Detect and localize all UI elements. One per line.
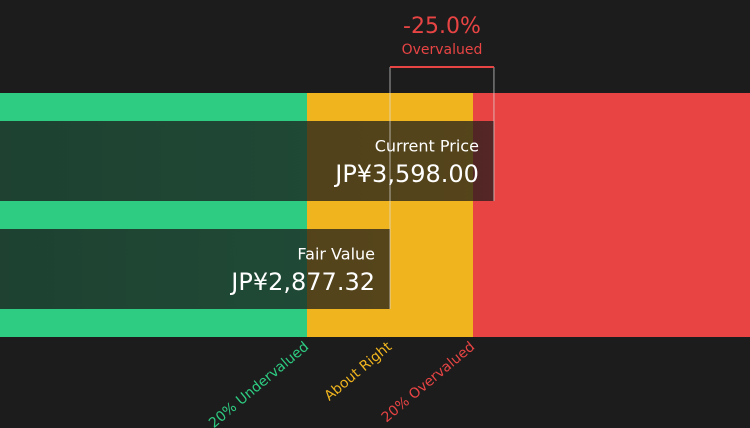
current-price-bar	[0, 121, 494, 201]
zone	[473, 93, 750, 337]
bar-value: JP¥3,598.00	[333, 160, 479, 188]
difference-value: -25.0%	[403, 14, 481, 39]
fair-value-bar	[0, 229, 390, 309]
bar-label: Current Price	[375, 137, 479, 156]
difference-label: Overvalued	[402, 42, 483, 58]
bar-value: JP¥2,877.32	[229, 268, 375, 296]
bar-label: Fair Value	[297, 245, 375, 264]
